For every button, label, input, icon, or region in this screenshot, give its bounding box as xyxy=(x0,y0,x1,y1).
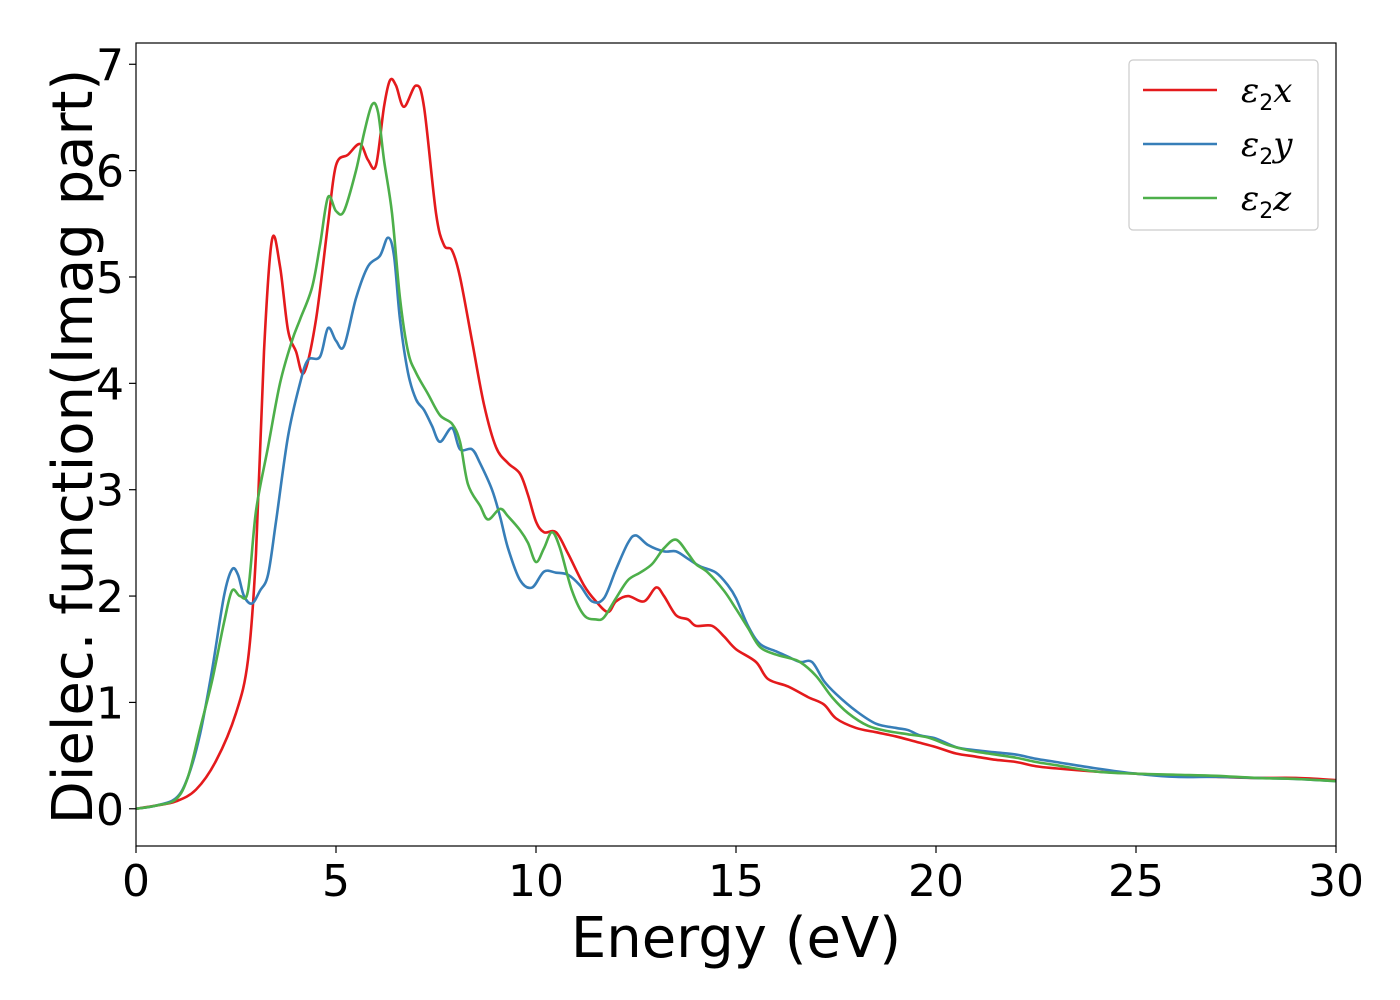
y-tick-label: 6 xyxy=(96,147,124,198)
legend-label-y: ε2y xyxy=(1241,125,1293,170)
series-line-x xyxy=(136,77,1336,811)
legend: ε2x ε2y ε2z xyxy=(1128,59,1319,231)
y-tick-label: 5 xyxy=(96,253,124,304)
x-tick-label: 10 xyxy=(508,856,564,907)
x-axis-label: Energy (eV) xyxy=(571,906,901,971)
legend-label-z: ε2z xyxy=(1241,179,1292,224)
series-layer xyxy=(136,77,1336,811)
y-tick-label: 7 xyxy=(96,40,124,91)
x-tick-label: 20 xyxy=(908,856,964,907)
y-axis-label: Dielec. function(Imag part) xyxy=(41,69,106,825)
series-line-z xyxy=(136,101,1336,811)
legend-box xyxy=(1128,59,1319,231)
y-tick-label: 2 xyxy=(96,572,124,623)
y-tick-label: 1 xyxy=(96,678,124,729)
legend-items: ε2x ε2y ε2z xyxy=(1143,71,1293,224)
y-tick-label: 3 xyxy=(96,466,124,517)
x-tick-label: 30 xyxy=(1308,856,1364,907)
x-tick-label: 0 xyxy=(122,856,150,907)
ticks-layer: 0 5 10 15 20 25 30 0 1 2 3 4 5 6 7 xyxy=(96,40,1364,907)
x-tick-label: 15 xyxy=(708,856,764,907)
x-tick-label: 25 xyxy=(1108,856,1164,907)
y-tick-label: 0 xyxy=(96,785,124,836)
x-tick-label: 5 xyxy=(322,856,350,907)
legend-label-x: ε2x xyxy=(1241,71,1292,116)
y-tick-label: 4 xyxy=(96,359,124,410)
